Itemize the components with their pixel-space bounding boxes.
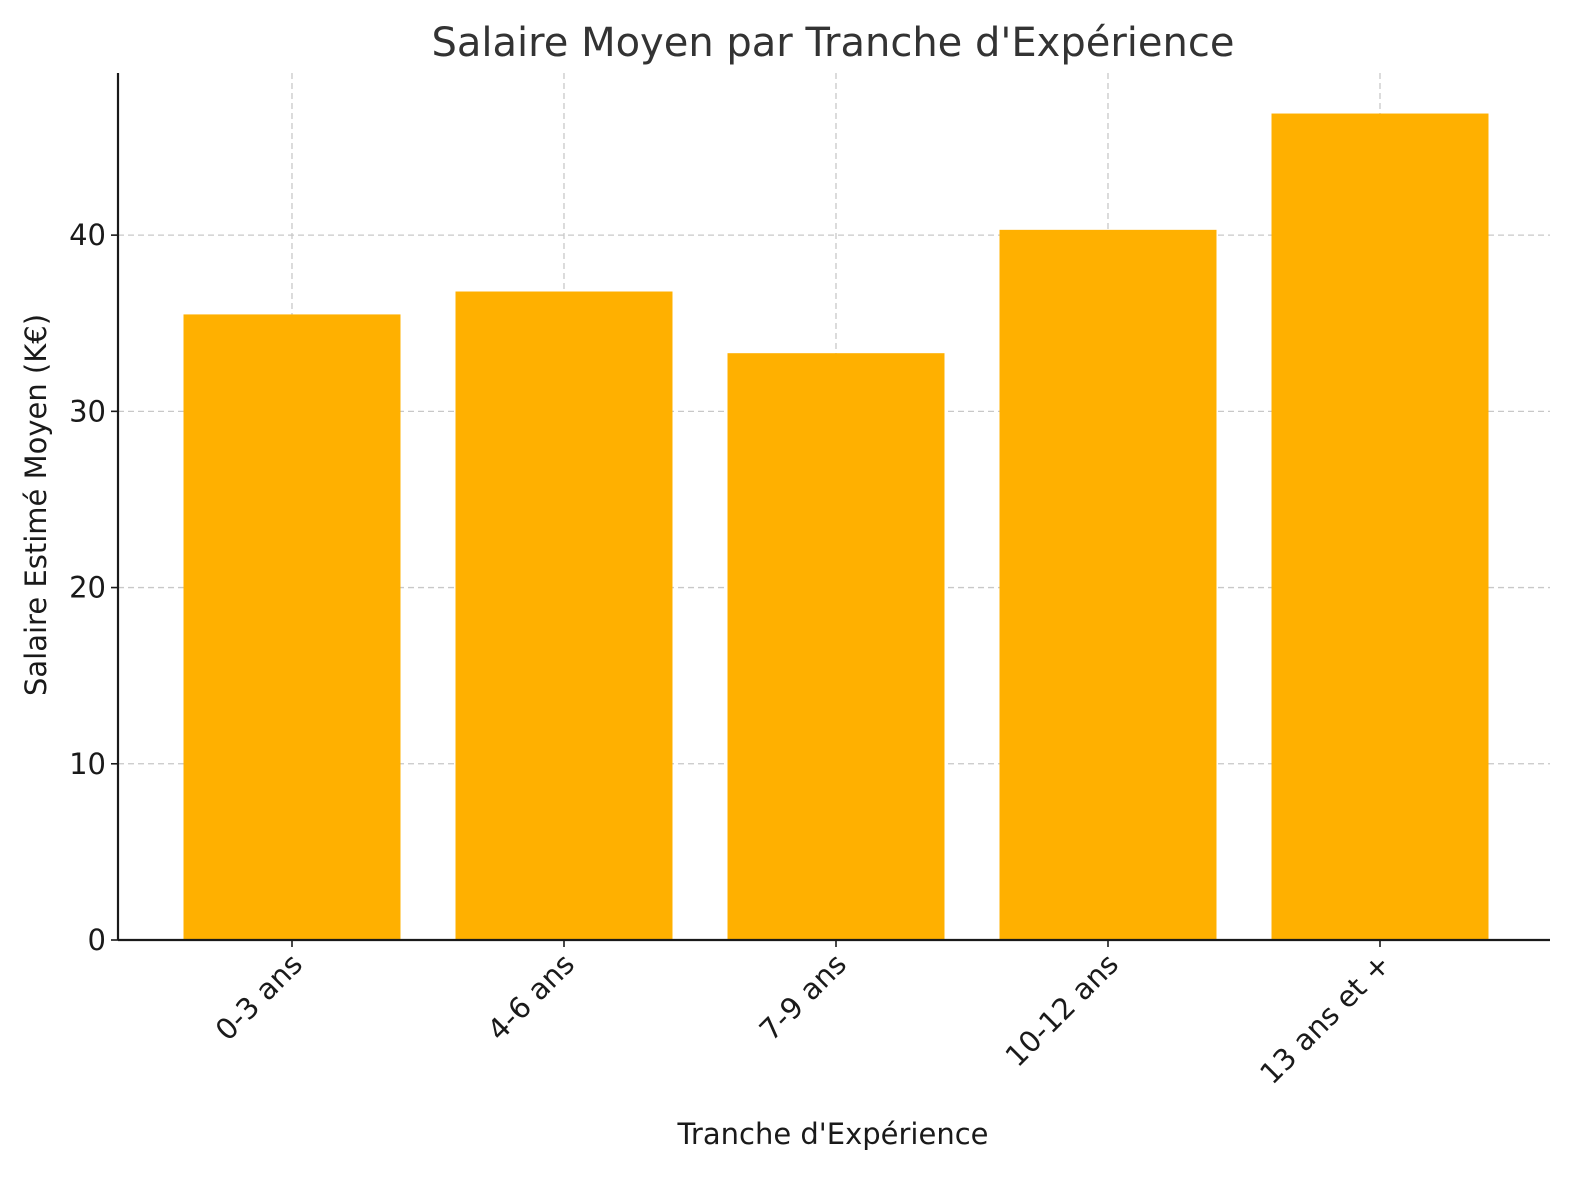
- y-tick-label: 30: [69, 394, 106, 428]
- bar: [1271, 113, 1489, 940]
- y-tick-label: 10: [69, 747, 106, 781]
- bars-layer: [183, 113, 1489, 940]
- x-tick-label: 10-12 ans: [999, 947, 1125, 1073]
- x-axis-label: Tranche d'Expérience: [676, 1117, 988, 1151]
- axes-layer: [116, 73, 1550, 942]
- bar: [183, 314, 401, 940]
- y-axis-label: Salaire Estimé Moyen (K€): [19, 314, 53, 696]
- bar: [999, 229, 1217, 940]
- y-tick-label: 40: [69, 218, 106, 252]
- bar: [455, 291, 673, 940]
- x-tick-label: 0-3 ans: [209, 947, 309, 1047]
- chart-title: Salaire Moyen par Tranche d'Expérience: [432, 20, 1235, 66]
- x-tick-label: 13 ans et +: [1253, 947, 1397, 1091]
- y-tick-label: 0: [88, 923, 106, 957]
- bar: [727, 353, 945, 940]
- y-tick-label: 20: [69, 571, 106, 605]
- x-tick-label: 4-6 ans: [481, 947, 581, 1047]
- x-tick-label: 7-9 ans: [753, 947, 853, 1047]
